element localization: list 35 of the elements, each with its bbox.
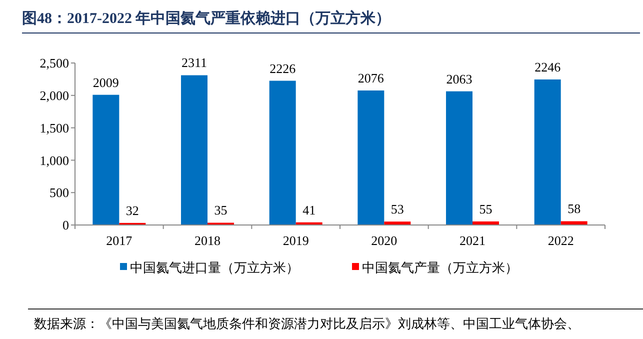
data-label: 35 <box>214 202 228 218</box>
data-label: 58 <box>568 201 581 216</box>
bar <box>446 91 472 225</box>
bar <box>269 80 296 225</box>
x-tick-label: 2019 <box>282 233 309 248</box>
x-tick-label: 2022 <box>548 233 574 248</box>
bar <box>560 221 588 225</box>
bar <box>358 90 384 225</box>
y-tick-label: 2,500 <box>40 56 69 71</box>
x-tick-label: 2018 <box>194 233 220 248</box>
data-label: 41 <box>302 202 316 218</box>
legend-label: 中国氦气产量（万立方米） <box>362 260 518 275</box>
data-label: 2311 <box>181 55 208 70</box>
bar <box>534 79 561 225</box>
bar <box>181 75 208 225</box>
y-tick-label: 0 <box>62 218 69 233</box>
data-label: 55 <box>479 201 492 216</box>
legend-label: 中国氦气进口量（万立方米） <box>130 260 299 275</box>
data-label: 2076 <box>358 70 384 86</box>
y-tick-label: 1,000 <box>40 152 69 168</box>
data-label: 2009 <box>92 74 119 90</box>
x-tick-label: 2021 <box>460 233 486 248</box>
x-tick-label: 2017 <box>106 233 133 248</box>
data-label: 2063 <box>446 71 472 86</box>
y-tick-label: 2,000 <box>40 88 69 103</box>
data-label: 32 <box>126 202 139 218</box>
source-note: 数据来源：《中国与美国氦气地质条件和资源潜力对比及启示》刘成林等、中国工业气体协会、 <box>34 316 580 331</box>
data-label: 2246 <box>534 59 562 74</box>
bar <box>92 94 120 225</box>
data-label: 53 <box>390 202 404 217</box>
y-tick-label: 500 <box>50 185 69 200</box>
chart-title: 图48：2017-2022 年中国氦气严重依赖进口（万立方米） <box>22 9 391 27</box>
y-tick-label: 1,500 <box>40 120 69 136</box>
x-tick-label: 2020 <box>371 233 398 248</box>
data-label: 2226 <box>270 60 296 76</box>
